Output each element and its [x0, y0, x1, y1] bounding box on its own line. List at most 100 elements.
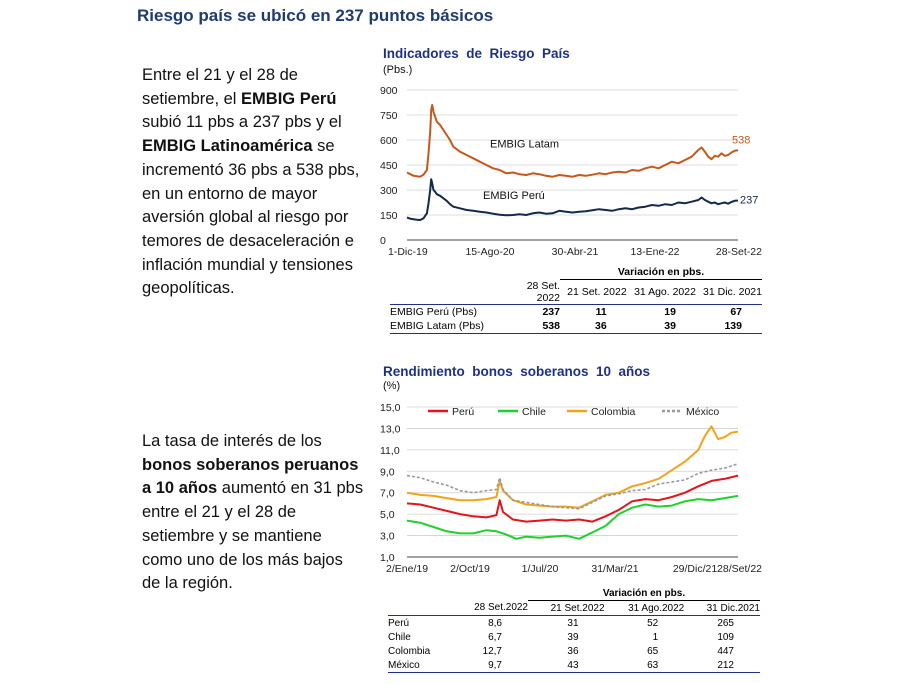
table-riesgo-pais: Variación en pbs. 28 Set. 2022 21 Set. 2… — [390, 265, 762, 334]
cell: 237 — [542, 305, 560, 318]
chart-unit-riesgo: (Pbs.) — [383, 64, 413, 76]
row-label: México — [388, 659, 420, 671]
table-group-header: Variación en pbs. — [560, 265, 762, 280]
table-row: México 9,7 43 63 212 — [388, 658, 760, 673]
table-col-header: 21 Set. 2022 — [567, 285, 627, 298]
chart-title-riesgo: Indicadores de Riesgo País — [383, 46, 570, 61]
page-title: Riesgo país se ubicó en 237 puntos básic… — [137, 6, 494, 25]
y-tick-label: 13,0 — [380, 423, 401, 435]
cell: 19 — [664, 305, 676, 318]
series-label: EMBIG Latam — [490, 139, 559, 151]
x-tick-label: 28-Set-22 — [716, 246, 762, 258]
paragraph-embig: Entre el 21 y el 28 de setiembre, el EMB… — [142, 64, 364, 301]
y-tick-label: 7,0 — [380, 488, 395, 500]
cell: 36 — [567, 645, 579, 657]
table-group-header: Variación en pbs. — [528, 586, 760, 601]
cell: 67 — [730, 305, 742, 318]
paragraph-bold: bonos soberanos peruanos a 10 años — [142, 455, 359, 498]
cell: 9,7 — [488, 659, 502, 671]
cell: 65 — [647, 645, 659, 657]
table-col-header: 31 Dic. 2021 — [703, 285, 762, 298]
cell: 36 — [594, 319, 607, 332]
y-tick-label: 11,0 — [380, 445, 400, 457]
x-tick-label: 29/Dic/21 — [673, 563, 718, 575]
cell: 31 — [567, 617, 579, 629]
paragraph-text: aumentó en 31 pbs entre el 21 y el 28 de… — [142, 479, 364, 593]
table-row: EMBIG Perú (Pbs) 237 11 19 67 — [390, 304, 762, 319]
table-rendimiento-bonos: Variación en pbs. 28 Set.2022 21 Set.202… — [388, 586, 760, 673]
cell: 139 — [724, 319, 742, 332]
paragraph-text: La tasa de interés de los — [142, 432, 322, 450]
legend-label: Perú — [452, 406, 474, 418]
y-tick-label: 9,0 — [380, 466, 395, 478]
y-tick-label: 5,0 — [380, 509, 395, 521]
row-label: Colombia — [388, 645, 431, 657]
series-end-label: 538 — [732, 134, 750, 146]
cell: 39 — [567, 631, 579, 643]
legend-label: Colombia — [591, 406, 636, 418]
x-tick-label: 1-Dic-19 — [388, 246, 428, 258]
table-row: Colombia 12,7 36 65 447 — [388, 644, 760, 658]
table-row: Chile 6,7 39 1 109 — [388, 630, 760, 644]
y-tick-label: 3,0 — [380, 531, 395, 543]
row-label: Chile — [388, 631, 411, 643]
paragraph-text: Entre el 21 y el 28 de setiembre, el — [142, 66, 298, 108]
cell: 1 — [652, 631, 659, 643]
x-tick-label: 1/Jul/20 — [522, 563, 559, 575]
cell: 109 — [717, 631, 734, 643]
cell: 212 — [717, 659, 734, 671]
table-col-header: 28 Set. 2022 — [526, 279, 560, 304]
table-col-header: 28 Set.2022 — [474, 602, 528, 614]
chart-unit-bonos: (%) — [383, 380, 401, 392]
cell: 52 — [647, 617, 659, 629]
series-line — [406, 494, 739, 540]
table-row: Perú 8,6 31 52 265 — [388, 616, 760, 631]
cell: 43 — [567, 659, 579, 671]
chart-riesgo-pais: 900 750 600 450 300 150 01-Dic-19 15-Ago-20 30-A… — [380, 85, 762, 258]
y-tick-label: 750 — [380, 110, 398, 122]
table-col-header: 31 Ago. 2022 — [634, 285, 696, 298]
series-label: EMBIG Perú — [483, 190, 545, 202]
table-col-header: 31 Dic.2021 — [706, 602, 760, 614]
y-tick-label: 0 — [380, 235, 386, 247]
table-col-header: 31 Ago.2022 — [628, 602, 685, 614]
cell: 447 — [717, 645, 734, 657]
series-end-label: 237 — [740, 194, 758, 206]
y-tick-label: 900 — [380, 85, 398, 97]
series-line — [406, 474, 739, 523]
paragraph-text: subió 11 pbs a 237 pbs y el — [142, 113, 342, 132]
series-line — [406, 425, 739, 509]
cell: 63 — [647, 659, 659, 671]
series-line — [406, 104, 739, 178]
row-label: Perú — [388, 617, 410, 629]
table-row: EMBIG Latam (Pbs) 538 36 39 139 — [390, 319, 762, 333]
y-tick-label: 1,0 — [380, 552, 395, 564]
series-line — [406, 178, 739, 221]
x-tick-label: 2/Oct/19 — [450, 563, 490, 575]
y-tick-label: 600 — [380, 135, 398, 147]
row-label: EMBIG Perú (Pbs) — [390, 305, 477, 318]
x-tick-label: 28/Set/22 — [717, 563, 762, 575]
x-tick-label: 31/Mar/21 — [591, 563, 638, 575]
paragraph-text: se incrementó 36 pbs a 538 pbs, en un en… — [142, 137, 360, 298]
x-tick-label: 30-Abr-21 — [552, 246, 599, 258]
table-col-header: 21 Set.2022 — [550, 602, 605, 614]
cell: 12,7 — [482, 645, 502, 657]
cell: 265 — [717, 617, 734, 629]
paragraph-bold: EMBIG Latinoamérica — [142, 137, 313, 156]
y-tick-label: 150 — [380, 210, 398, 222]
cell: 11 — [595, 305, 607, 318]
chart-title-bonos: Rendimiento bonos soberanos 10 años — [383, 364, 651, 379]
chart-rendimiento-bonos: 15,0 13,0 11,0 9,0 7,0 5,0 3,0 1,02/Ene/19 2/Oct… — [380, 402, 762, 575]
row-label: EMBIG Latam (Pbs) — [390, 319, 484, 332]
x-tick-label: 15-Ago-20 — [465, 246, 514, 258]
cell: 538 — [542, 319, 560, 332]
x-tick-label: 13-Ene-22 — [630, 246, 679, 258]
x-tick-label: 2/Ene/19 — [386, 563, 428, 575]
cell: 6,7 — [488, 631, 502, 643]
y-tick-label: 450 — [380, 160, 398, 172]
paragraph-bold: EMBIG Perú — [241, 89, 337, 108]
legend-label: México — [686, 406, 719, 418]
legend-label: Chile — [522, 406, 546, 418]
cell: 39 — [664, 319, 676, 332]
